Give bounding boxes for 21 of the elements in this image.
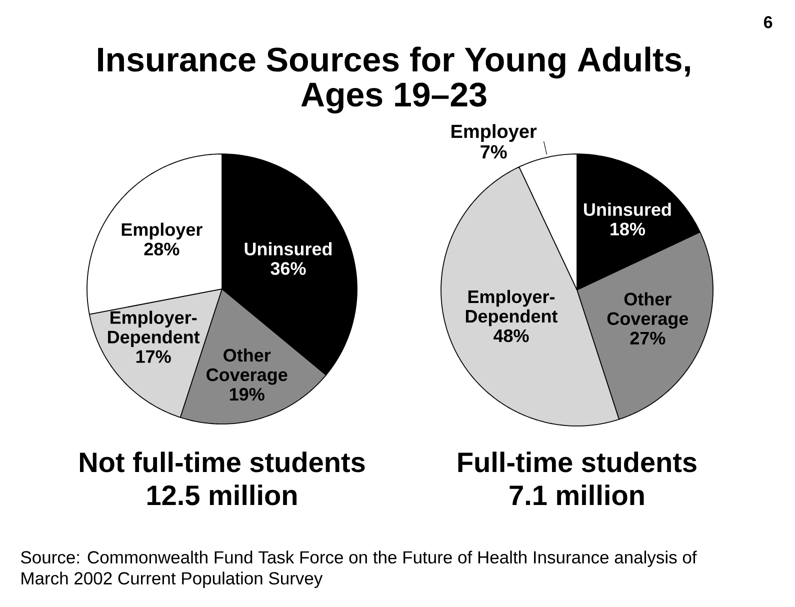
data-label: 7% [480,145,507,159]
data-label: 17% [136,350,171,363]
slice-label: Employer-Dependent [466,290,558,326]
chart-title: Insurance Sources for Young Adults, Ages 19–23 [98,46,690,114]
text: Not full-time students 12.5 million [80,452,365,506]
slice-label: Uninsured [584,202,671,216]
slice-label: Employer [452,124,537,142]
data-label: 28% [144,242,180,256]
slice-label: Employer-Dependent [108,310,200,348]
text: 6 [764,16,772,28]
slice-label: Other Coverage [206,348,288,385]
slice-label: Employer [122,222,202,240]
data-label: 48% [494,329,529,342]
slice-label: Other Coverage [607,292,688,329]
source-note: Source: Commonwealth Fund Task Force on the Future of Health Insurance analysis of March 2002 Current Population Survey [21,550,697,588]
data-label: 18% [610,222,646,236]
slice-label: Uninsured [244,242,332,256]
data-label: 36% [270,262,306,275]
data-label: 19% [230,388,264,401]
data-label: 27% [630,332,666,344]
text: Full-time students 7.1 million [458,452,696,506]
